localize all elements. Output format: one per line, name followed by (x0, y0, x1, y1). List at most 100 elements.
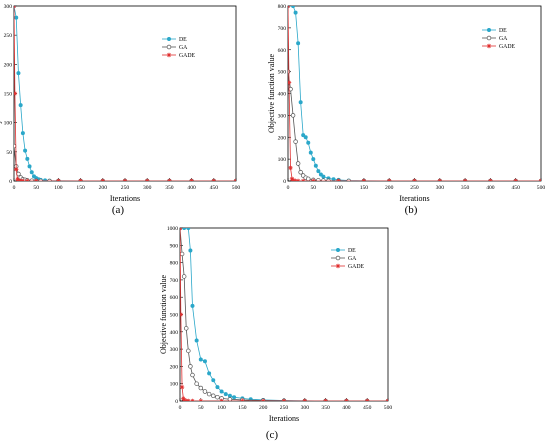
data-point-gade (34, 178, 39, 181)
legend-marker-de (335, 248, 340, 253)
x-tick-label: 450 (210, 185, 219, 191)
y-tick-label: 100 (170, 382, 179, 388)
data-point-gade (211, 178, 216, 181)
data-point-gade (181, 396, 186, 401)
y-tick-label: 400 (278, 92, 287, 98)
series-line-ga (288, 71, 541, 181)
data-point-ga (293, 139, 298, 144)
data-point-gade (14, 6, 17, 9)
data-point-gade (181, 397, 187, 401)
y-tick-label: 0 (175, 399, 178, 405)
x-tick-label: 300 (436, 185, 445, 191)
data-point-ga (290, 113, 296, 118)
x-tick-label: 300 (301, 405, 310, 411)
data-point-gade (323, 398, 328, 401)
legend-marker-gade (335, 263, 341, 269)
x-tick-label: 150 (360, 185, 369, 191)
data-point-ga (227, 397, 233, 401)
data-point-gade (361, 178, 367, 181)
legend-label-de: DE (499, 28, 507, 34)
data-point-ga (298, 170, 303, 175)
data-point-gade (281, 398, 287, 401)
data-point-de (227, 393, 232, 398)
plot-frame (13, 5, 237, 182)
data-point-de (298, 100, 303, 105)
data-point-gade (365, 398, 370, 401)
data-point-de (16, 71, 21, 76)
data-point-gade (336, 178, 341, 181)
x-tick-label: 100 (54, 185, 63, 191)
data-point-de (301, 133, 306, 138)
series-line-de (180, 228, 388, 401)
data-point-gade (198, 398, 203, 401)
data-point-gade (180, 228, 183, 231)
y-tick-label: 500 (170, 313, 179, 319)
data-point-ga (186, 348, 191, 354)
data-point-gade (302, 398, 307, 401)
data-point-gade (167, 178, 172, 181)
y-tick-label: 150 (4, 92, 13, 98)
data-point-gade (288, 80, 292, 85)
data-point-de (311, 157, 316, 162)
data-point-ga (180, 251, 185, 257)
y-tick-label: 100 (278, 157, 287, 163)
data-point-ga (190, 372, 195, 378)
y-tick-label: 700 (278, 26, 287, 32)
legend-label-gade: GADE (179, 53, 196, 59)
x-tick-label: 250 (121, 185, 130, 191)
data-point-ga (47, 178, 52, 181)
data-point-gade (180, 312, 184, 317)
data-point-gade (100, 178, 105, 181)
data-point-ga (181, 274, 187, 279)
x-tick-label: 300 (143, 185, 152, 191)
data-point-de (14, 15, 19, 20)
x-tick-label: 200 (99, 185, 108, 191)
series-group (14, 6, 236, 181)
legend-marker-gade (166, 52, 172, 58)
data-point-de (18, 103, 23, 108)
data-point-gade (437, 178, 442, 181)
legend-label-gade: GADE (499, 44, 516, 50)
series-line-de (14, 6, 236, 181)
legend: DE GA GADE (331, 248, 365, 270)
data-point-gade (16, 178, 21, 181)
data-point-gade (25, 178, 30, 181)
data-point-de (223, 392, 228, 397)
data-point-gade (387, 178, 392, 181)
legend-marker-ga (335, 255, 341, 261)
x-tick-label: 450 (512, 185, 521, 191)
data-point-ga (211, 393, 216, 399)
data-point-gade (488, 178, 493, 181)
data-point-gade (189, 178, 194, 181)
data-point-ga (295, 161, 301, 166)
x-axis-label: Iterations (269, 414, 299, 423)
y-tick-label: 200 (4, 62, 13, 68)
legend: DE GA GADE (482, 27, 516, 50)
data-point-de (23, 148, 28, 153)
legend-marker-ga (486, 35, 492, 41)
data-point-gade (288, 165, 293, 171)
data-point-de (190, 303, 195, 308)
y-axis-label: Objective function value (267, 54, 276, 134)
data-point-gade (190, 398, 195, 401)
legend-marker-de (167, 36, 172, 41)
data-point-ga (194, 381, 199, 386)
y-axis-label: Objective function value (159, 275, 168, 355)
chart-panel-2: 0 50 100 150 200 250 300 350 400 450 500 0 100 200 300… (267, 4, 545, 216)
x-tick-label: 350 (321, 405, 330, 411)
x-tick-label: 100 (217, 405, 226, 411)
x-tick-label: 150 (76, 185, 85, 191)
data-point-ga (288, 69, 291, 74)
x-tick-label: 250 (410, 185, 419, 191)
data-point-de (43, 178, 48, 181)
legend: DE GA GADE (162, 36, 196, 59)
series-group (288, 6, 541, 181)
data-point-ga (288, 86, 293, 92)
y-tick-label: 0 (283, 179, 286, 185)
data-point-gade (219, 398, 224, 401)
series-line-gade (180, 228, 388, 401)
data-point-de (207, 371, 212, 376)
y-tick-label: 250 (4, 33, 13, 39)
data-point-gade (14, 91, 18, 96)
